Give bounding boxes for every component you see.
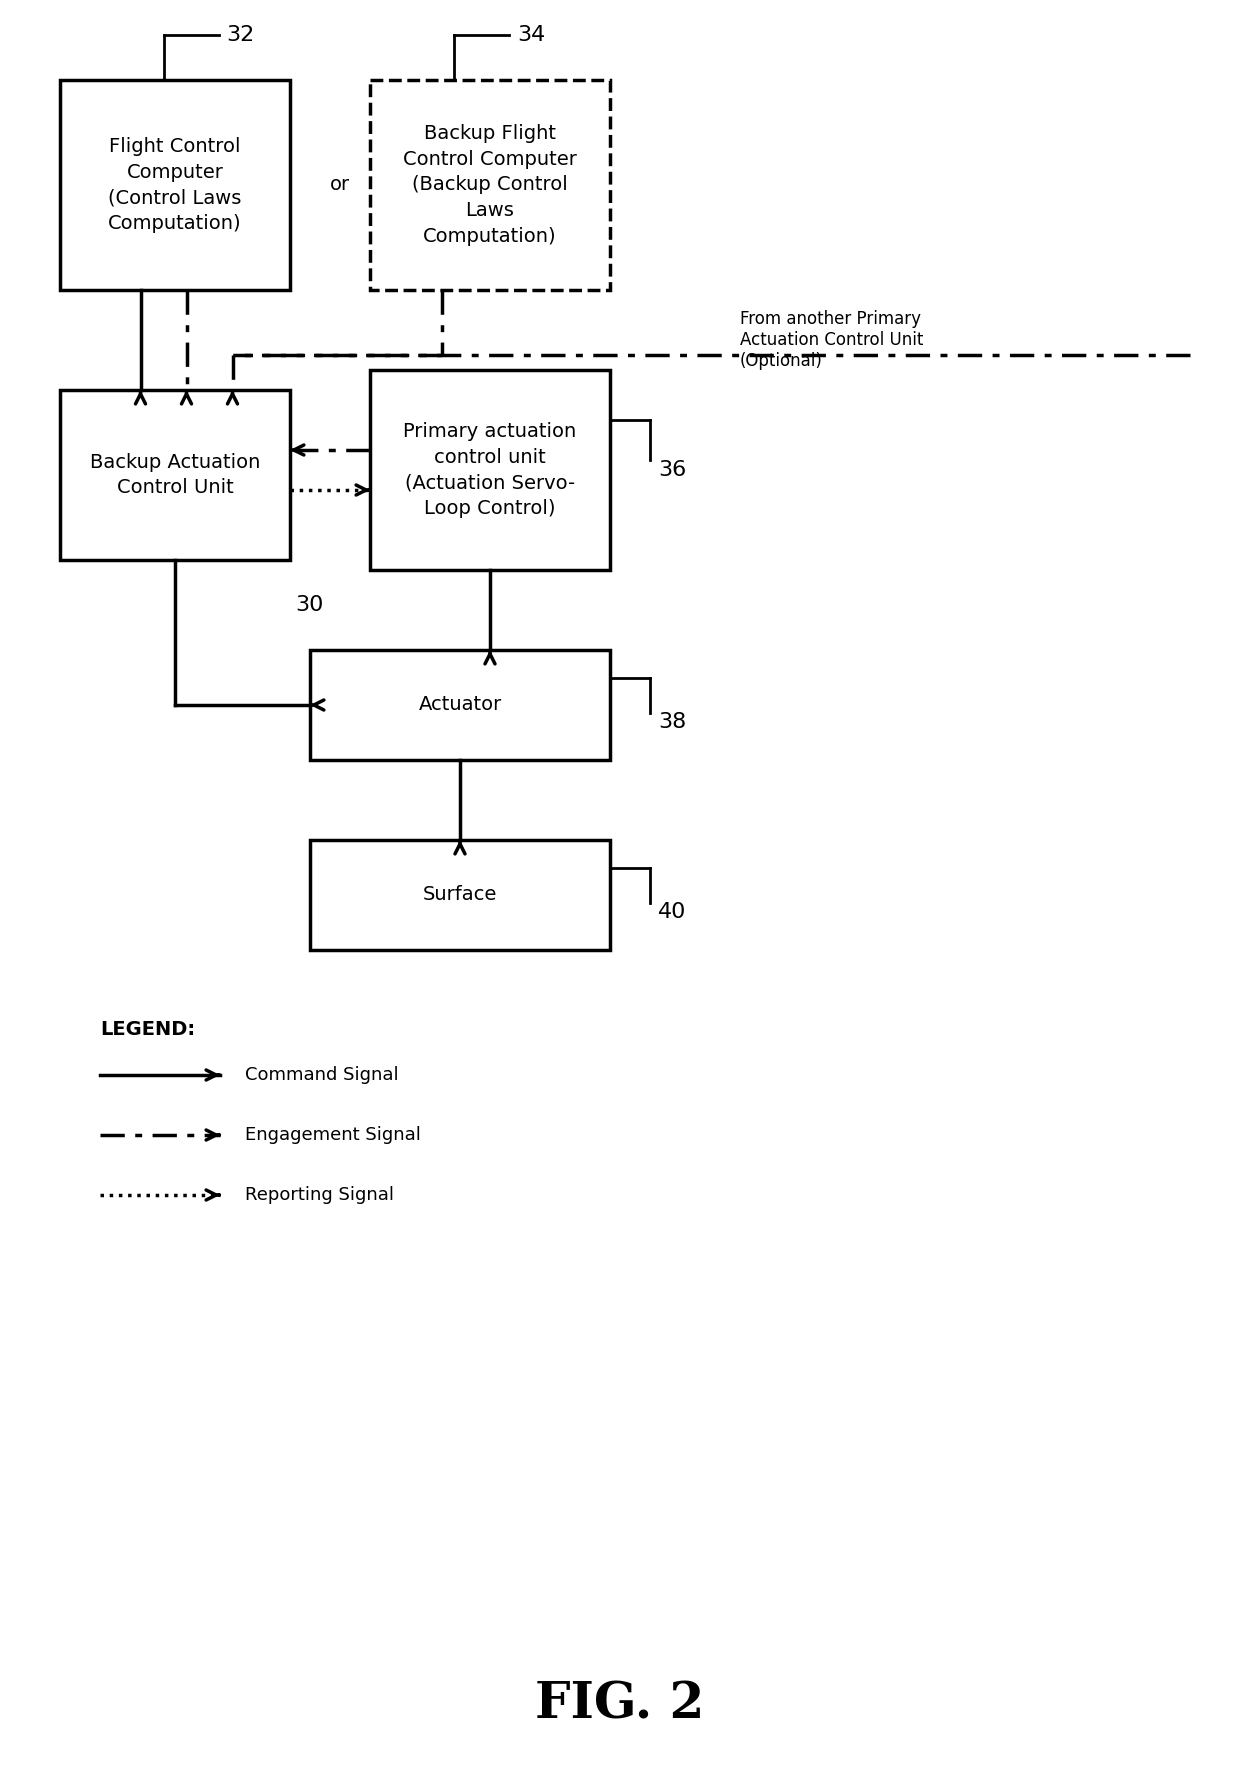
Text: 36: 36 xyxy=(658,460,686,480)
Bar xyxy=(60,80,290,290)
Text: 32: 32 xyxy=(227,25,254,44)
Text: 38: 38 xyxy=(658,713,686,733)
Text: Command Signal: Command Signal xyxy=(246,1066,398,1083)
Bar xyxy=(310,650,610,759)
Text: LEGEND:: LEGEND: xyxy=(100,1020,195,1039)
Text: Primary actuation
control unit
(Actuation Servo-
Loop Control): Primary actuation control unit (Actuatio… xyxy=(403,421,577,519)
Text: 30: 30 xyxy=(295,595,324,614)
Text: Surface: Surface xyxy=(423,885,497,904)
Bar xyxy=(370,80,610,290)
Text: From another Primary
Actuation Control Unit
(Optional): From another Primary Actuation Control U… xyxy=(740,310,924,370)
Bar xyxy=(310,841,610,950)
Text: 40: 40 xyxy=(658,903,687,922)
Text: Backup Flight
Control Computer
(Backup Control
Laws
Computation): Backup Flight Control Computer (Backup C… xyxy=(403,124,577,246)
Text: or: or xyxy=(330,175,350,195)
Text: 34: 34 xyxy=(517,25,546,44)
Text: Engagement Signal: Engagement Signal xyxy=(246,1126,420,1143)
Text: Actuator: Actuator xyxy=(418,696,502,715)
Bar xyxy=(60,389,290,559)
Text: FIG. 2: FIG. 2 xyxy=(536,1680,704,1729)
Text: Flight Control
Computer
(Control Laws
Computation): Flight Control Computer (Control Laws Co… xyxy=(108,136,242,234)
Bar xyxy=(370,370,610,570)
Text: Backup Actuation
Control Unit: Backup Actuation Control Unit xyxy=(89,453,260,497)
Text: Reporting Signal: Reporting Signal xyxy=(246,1186,394,1204)
